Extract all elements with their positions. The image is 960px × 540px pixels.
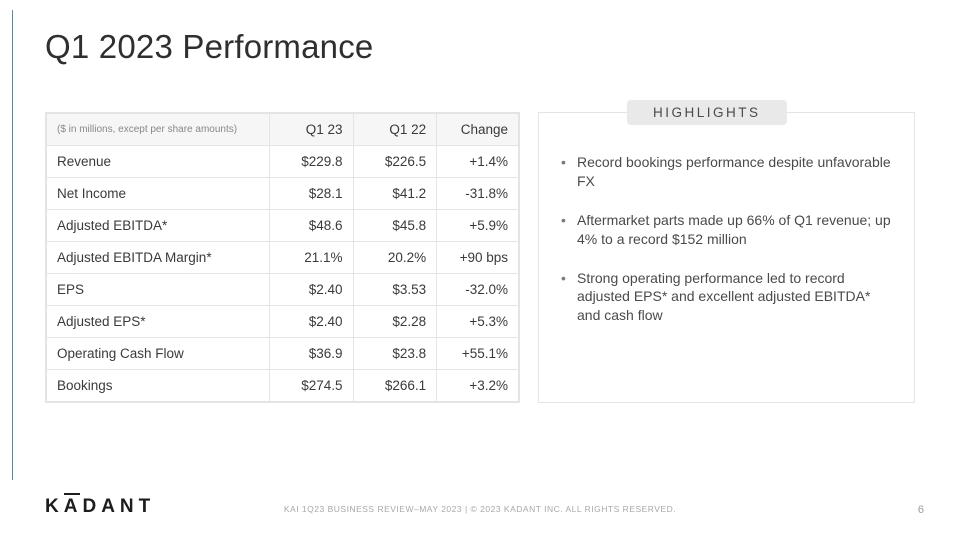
row-q1-23: $48.6 xyxy=(269,210,353,242)
row-q1-22: $2.28 xyxy=(353,306,437,338)
row-change: +90 bps xyxy=(437,242,519,274)
row-label: Operating Cash Flow xyxy=(47,338,270,370)
table-row: Net Income$28.1$41.2-31.8% xyxy=(47,178,519,210)
row-q1-23: 21.1% xyxy=(269,242,353,274)
row-q1-22: $266.1 xyxy=(353,370,437,402)
table-row: Revenue$229.8$226.5+1.4% xyxy=(47,146,519,178)
row-change: -32.0% xyxy=(437,274,519,306)
row-label: Adjusted EBITDA Margin* xyxy=(47,242,270,274)
row-label: Adjusted EPS* xyxy=(47,306,270,338)
row-q1-23: $2.40 xyxy=(269,306,353,338)
table-row: Adjusted EBITDA*$48.6$45.8+5.9% xyxy=(47,210,519,242)
row-q1-22: $3.53 xyxy=(353,274,437,306)
row-q1-22: $226.5 xyxy=(353,146,437,178)
row-q1-22: $45.8 xyxy=(353,210,437,242)
row-q1-23: $229.8 xyxy=(269,146,353,178)
row-change: +5.3% xyxy=(437,306,519,338)
table-row: Adjusted EPS*$2.40$2.28+5.3% xyxy=(47,306,519,338)
highlight-item: Record bookings performance despite unfa… xyxy=(561,153,892,191)
row-label: EPS xyxy=(47,274,270,306)
highlight-item: Strong operating performance led to reco… xyxy=(561,269,892,326)
row-change: +1.4% xyxy=(437,146,519,178)
col-header-change: Change xyxy=(437,114,519,146)
page-title: Q1 2023 Performance xyxy=(45,28,373,66)
row-change: +5.9% xyxy=(437,210,519,242)
table-header-row: ($ in millions, except per share amounts… xyxy=(47,114,519,146)
table-row: Operating Cash Flow$36.9$23.8+55.1% xyxy=(47,338,519,370)
row-q1-23: $28.1 xyxy=(269,178,353,210)
row-label: Bookings xyxy=(47,370,270,402)
row-change: -31.8% xyxy=(437,178,519,210)
table-row: EPS$2.40$3.53-32.0% xyxy=(47,274,519,306)
page-number: 6 xyxy=(918,504,924,516)
highlights-badge: HIGHLIGHTS xyxy=(627,100,787,125)
accent-bar xyxy=(12,10,13,480)
row-q1-23: $36.9 xyxy=(269,338,353,370)
performance-table: ($ in millions, except per share amounts… xyxy=(45,112,520,403)
row-label: Revenue xyxy=(47,146,270,178)
row-q1-22: $41.2 xyxy=(353,178,437,210)
row-q1-23: $2.40 xyxy=(269,274,353,306)
footer-note: KAI 1Q23 BUSINESS REVIEW–MAY 2023 | © 20… xyxy=(0,504,960,514)
row-q1-22: $23.8 xyxy=(353,338,437,370)
row-q1-23: $274.5 xyxy=(269,370,353,402)
row-label: Adjusted EBITDA* xyxy=(47,210,270,242)
col-header-q1-23: Q1 23 xyxy=(269,114,353,146)
col-header-q1-22: Q1 22 xyxy=(353,114,437,146)
row-change: +55.1% xyxy=(437,338,519,370)
row-label: Net Income xyxy=(47,178,270,210)
content-area: ($ in millions, except per share amounts… xyxy=(45,112,915,403)
row-change: +3.2% xyxy=(437,370,519,402)
table-row: Bookings$274.5$266.1+3.2% xyxy=(47,370,519,402)
row-q1-22: 20.2% xyxy=(353,242,437,274)
table-header-note: ($ in millions, except per share amounts… xyxy=(47,114,270,146)
highlight-item: Aftermarket parts made up 66% of Q1 reve… xyxy=(561,211,892,249)
highlights-panel: HIGHLIGHTS Record bookings performance d… xyxy=(538,112,915,403)
table-row: Adjusted EBITDA Margin*21.1%20.2%+90 bps xyxy=(47,242,519,274)
